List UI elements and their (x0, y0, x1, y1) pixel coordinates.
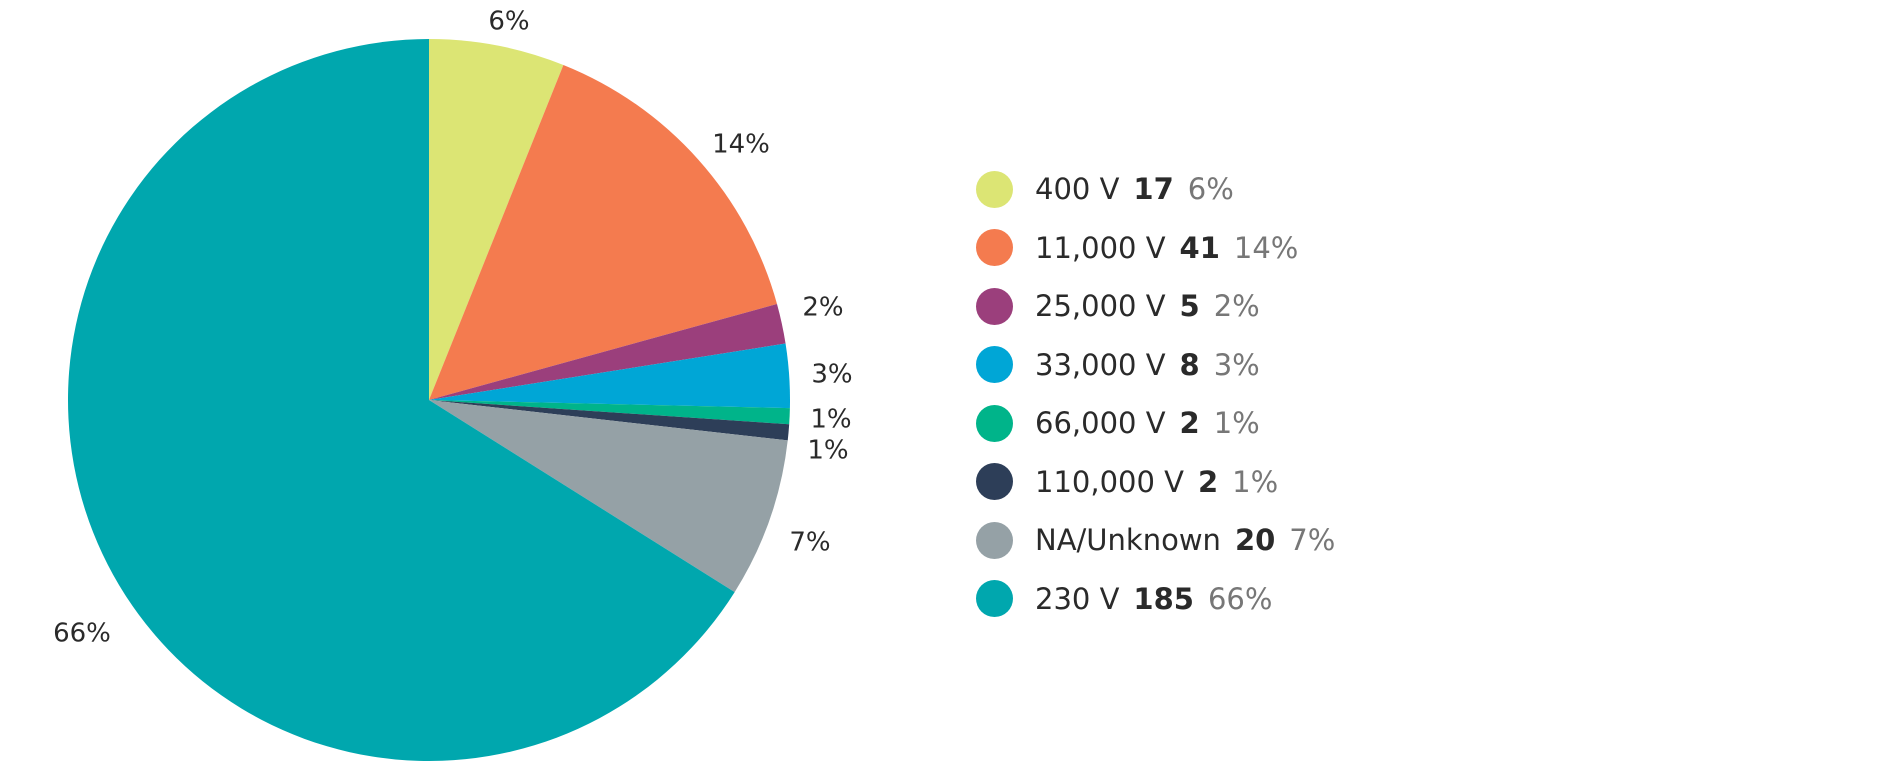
legend-item: 25,000 V 5 2% (976, 277, 1335, 336)
legend-swatch (976, 580, 1013, 618)
legend-label: 230 V (1035, 581, 1120, 616)
legend-swatch (976, 346, 1013, 384)
legend-swatch (976, 229, 1013, 267)
slice-percent-label: 6% (488, 7, 529, 37)
slice-percent-label: 1% (807, 436, 848, 466)
legend-item: 11,000 V 41 14% (976, 219, 1335, 278)
legend-count: 2 (1179, 406, 1200, 441)
legend-swatch (976, 521, 1013, 559)
slice-percent-label: 3% (811, 360, 852, 390)
slice-percent-label: 7% (789, 528, 830, 558)
legend-percent: 1% (1232, 464, 1279, 499)
legend-swatch (976, 404, 1013, 442)
pie-slice (67, 39, 735, 761)
pie-slice (429, 343, 791, 409)
legend-count: 17 (1133, 172, 1174, 207)
legend-swatch (976, 170, 1013, 208)
legend-count: 2 (1197, 464, 1219, 499)
pie-slice (429, 400, 788, 593)
legend-percent: 1% (1213, 406, 1260, 441)
legend-percent: 14% (1233, 230, 1299, 265)
legend-percent: 66% (1207, 581, 1273, 616)
legend-label: NA/Unknown (1035, 523, 1221, 558)
legend-item: 230 V 185 66% (976, 570, 1335, 629)
pie-slice (429, 64, 777, 400)
legend-item: 110,000 V 2 1% (976, 453, 1335, 512)
legend: 400 V 17 6% 11,000 V 41 14% 25,000 V 5 2% 33,000 … (976, 160, 1335, 628)
legend-label: 400 V (1035, 172, 1120, 207)
pie-slice (429, 303, 786, 400)
legend-count: 41 (1179, 230, 1220, 265)
legend-percent: 7% (1289, 523, 1336, 558)
pie-chart: 6% 14% 2% 3% 1%1% 7% 66% (53, 7, 853, 761)
legend-item: 66,000 V 2 1% (976, 394, 1335, 453)
legend-count: 5 (1179, 289, 1200, 324)
slice-percent-label: 1% (810, 405, 851, 435)
legend-label: 25,000 V (1035, 289, 1166, 324)
legend-label: 33,000 V (1035, 347, 1166, 382)
legend-count: 185 (1133, 581, 1194, 616)
pie-slice (429, 400, 790, 441)
legend-swatch (976, 287, 1013, 325)
legend-count: 20 (1234, 523, 1276, 558)
legend-percent: 6% (1187, 172, 1234, 207)
slice-percent-label: 66% (53, 619, 111, 649)
legend-count: 8 (1179, 347, 1200, 382)
legend-item: 400 V 17 6% (976, 160, 1335, 219)
legend-swatch (976, 463, 1013, 501)
slice-percent-label: 14% (712, 130, 770, 160)
legend-label: 110,000 V (1035, 464, 1184, 499)
slice-percent-label: 2% (802, 293, 843, 323)
pie-slice (429, 39, 564, 400)
pie-slice (429, 400, 790, 425)
legend-label: 66,000 V (1035, 406, 1166, 441)
legend-percent: 2% (1213, 289, 1260, 324)
legend-item: 33,000 V 8 3% (976, 336, 1335, 395)
legend-percent: 3% (1213, 347, 1260, 382)
legend-label: 11,000 V (1035, 230, 1166, 265)
legend-item: NA/Unknown 20 7% (976, 511, 1335, 570)
